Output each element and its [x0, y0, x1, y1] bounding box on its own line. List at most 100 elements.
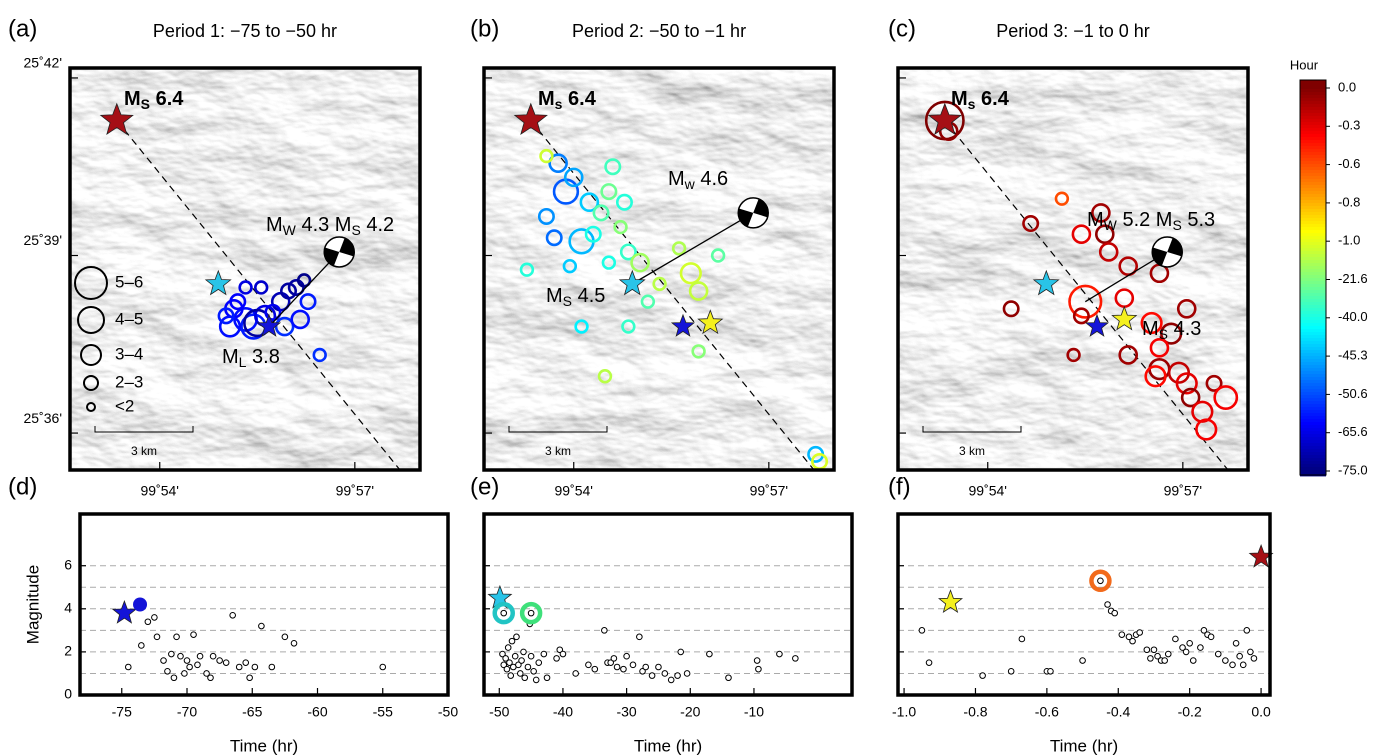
event-dot	[684, 671, 690, 677]
event-dot	[777, 651, 783, 657]
colorbar-cell	[1300, 230, 1326, 233]
x-tick-label: -0.6	[1035, 704, 1059, 720]
colorbar-tick-label: -0.6	[1338, 156, 1360, 171]
colorbar-cell	[1300, 287, 1326, 290]
colorbar-cell	[1300, 362, 1326, 365]
annotation-subscript: L	[239, 354, 247, 370]
event-dot	[1165, 651, 1171, 657]
colorbar-tick-label: -45.3	[1338, 348, 1368, 363]
colorbar-cell	[1300, 323, 1326, 326]
annotation: MS 4.3	[1142, 318, 1201, 341]
colorbar-tick-label: -75.0	[1338, 462, 1368, 477]
colorbar-cell	[1300, 239, 1326, 242]
event-dot	[614, 664, 620, 670]
size-legend-label: 4–5	[115, 309, 143, 328]
colorbar-cell	[1300, 284, 1326, 287]
colorbar-cell	[1300, 437, 1326, 440]
event-dot	[1144, 647, 1150, 653]
colorbar-cell	[1300, 455, 1326, 458]
event-dot	[1233, 640, 1239, 646]
event-dot	[197, 653, 203, 659]
colorbar-cell	[1300, 173, 1326, 176]
colorbar-cell	[1300, 203, 1326, 206]
colorbar-cell	[1300, 218, 1326, 221]
colorbar-cell	[1300, 431, 1326, 434]
y-tick-label: 25˚39'	[24, 232, 62, 248]
figure: (a)Period 1: −75 to −50 hrMS 6.4MW 4.3 M…	[0, 0, 1387, 755]
colorbar-cell	[1300, 419, 1326, 422]
event-dot	[259, 623, 265, 629]
annotation-text: 4.3	[1168, 318, 1201, 340]
event-dot	[522, 675, 528, 681]
event-dot	[169, 651, 175, 657]
event-dot	[630, 662, 636, 668]
colorbar-cell	[1300, 263, 1326, 266]
size-legend-label: 5–6	[115, 272, 143, 291]
x-tick-label: -70	[177, 704, 197, 720]
colorbar-cell	[1300, 149, 1326, 152]
event-dot	[656, 664, 662, 670]
colorbar-cell	[1300, 224, 1326, 227]
colorbar-cell	[1300, 443, 1326, 446]
colorbar-tick-label: 0.0	[1338, 79, 1356, 94]
panel-label: (f)	[888, 473, 911, 500]
event-dot	[754, 658, 760, 664]
x-tick-label: 99˚57'	[750, 483, 788, 499]
colorbar-cell	[1300, 128, 1326, 131]
annotation-text: M	[538, 88, 555, 110]
event-dot	[247, 675, 253, 681]
colorbar-cell	[1300, 152, 1326, 155]
colorbar-cell	[1300, 365, 1326, 368]
colorbar-cell	[1300, 467, 1326, 470]
event-dot	[519, 658, 525, 664]
colorbar-cell	[1300, 122, 1326, 125]
event-dot	[707, 651, 713, 657]
colorbar-cell	[1300, 416, 1326, 419]
colorbar-cell	[1300, 449, 1326, 452]
x-axis-label: Time (hr)	[1050, 736, 1118, 755]
event-dot	[171, 675, 177, 681]
event-dot	[236, 664, 242, 670]
event-dot	[223, 660, 229, 666]
colorbar-cell	[1300, 440, 1326, 443]
colorbar-cell	[1300, 254, 1326, 257]
annotation-subscript: S	[563, 293, 572, 309]
event-dot	[525, 664, 531, 670]
colorbar-cell	[1300, 182, 1326, 185]
annotation-text: M	[951, 88, 968, 110]
annotation-text: 6.4	[975, 88, 1009, 110]
colorbar-cell	[1300, 392, 1326, 395]
colorbar-tick-label: -65.6	[1338, 424, 1368, 439]
x-tick-label: -0.2	[1178, 704, 1202, 720]
colorbar: Hour0.0-0.3-0.6-0.8-1.0-21.6-40.0-45.3-5…	[1290, 57, 1368, 477]
x-tick-label: 0.0	[1251, 704, 1271, 720]
colorbar-cell	[1300, 89, 1326, 92]
event-dot	[1248, 649, 1254, 655]
event-dot	[919, 628, 925, 634]
colorbar-cell	[1300, 293, 1326, 296]
y-axis-label: Magnitude	[23, 565, 42, 644]
event-dot	[1151, 647, 1157, 653]
highlight-star	[113, 601, 136, 623]
colorbar-cell	[1300, 92, 1326, 95]
y-tick-label: 0	[64, 686, 72, 702]
x-tick-label: -55	[373, 704, 393, 720]
colorbar-cell	[1300, 341, 1326, 344]
x-tick-label: -65	[242, 704, 262, 720]
colorbar-cell	[1300, 251, 1326, 254]
x-tick-label: 99˚57'	[1164, 483, 1202, 499]
event-dot	[662, 671, 668, 677]
event-dot	[675, 673, 681, 679]
event-dot	[624, 653, 630, 659]
colorbar-cell	[1300, 245, 1326, 248]
event-dot	[208, 675, 214, 681]
colorbar-cell	[1300, 452, 1326, 455]
colorbar-cell	[1300, 233, 1326, 236]
y-tick-label: 4	[64, 600, 72, 616]
event-dot	[649, 673, 655, 679]
event-dot	[536, 660, 542, 666]
annotation-text: 4.6	[695, 168, 728, 190]
x-tick-label: 99˚54'	[141, 483, 179, 499]
event-dot	[1208, 634, 1214, 640]
x-tick-label: -1.0	[892, 704, 916, 720]
